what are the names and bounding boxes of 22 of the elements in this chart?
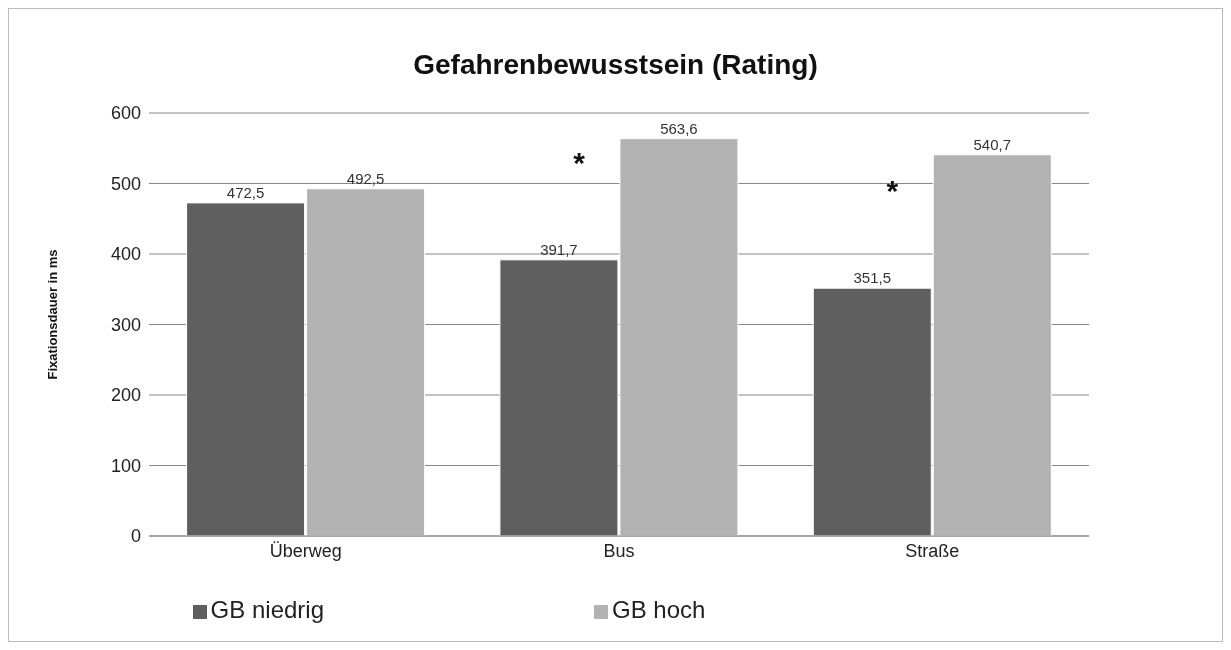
x-tick-label: Überweg (269, 540, 342, 561)
y-tick-label: 0 (130, 526, 141, 547)
y-tick-label: 400 (110, 244, 141, 265)
data-label: 472,5 (226, 183, 265, 201)
x-tick-label: Straße (905, 540, 960, 561)
y-tick-label: 500 (110, 173, 141, 194)
chart-title: Gefahrenbewusstsein (Rating) (412, 49, 819, 81)
x-tick-label: Bus (603, 540, 635, 561)
annotation: * (573, 146, 586, 179)
data-label: 563,6 (660, 119, 698, 137)
y-tick-label: 600 (110, 103, 141, 124)
annotation: * (886, 174, 899, 208)
data-label: 492,5 (346, 169, 385, 187)
y-tick-label: 100 (110, 455, 141, 476)
y-axis-title: Fixationsdauer in ms (44, 248, 60, 380)
legend-label: GB hoch (612, 596, 706, 623)
data-label: 540,7 (973, 135, 1012, 153)
y-tick-label: 300 (110, 314, 141, 335)
legend-label: GB niedrig (210, 596, 324, 623)
data-label: 391,7 (540, 240, 578, 258)
data-label: 351,5 (853, 269, 892, 287)
y-tick-label: 200 (110, 385, 141, 406)
